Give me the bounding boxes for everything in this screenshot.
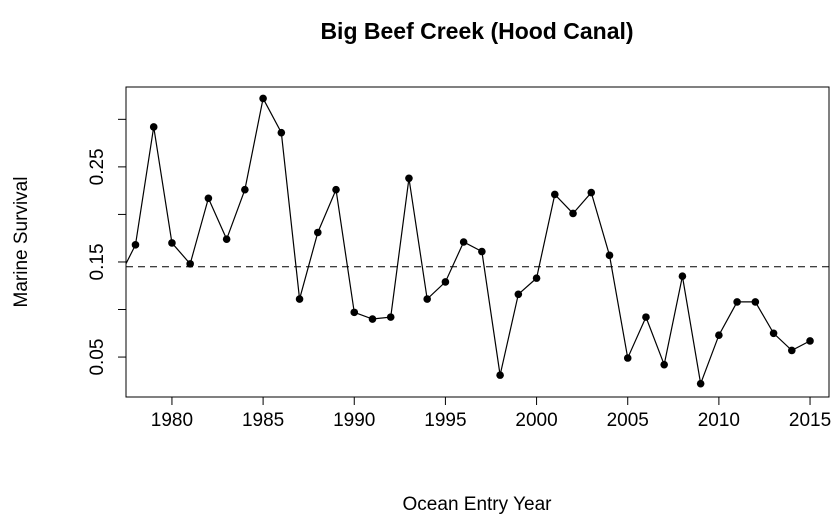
data-point <box>368 315 377 323</box>
data-point <box>222 235 231 243</box>
data-point <box>751 298 760 306</box>
plot-area <box>113 94 814 388</box>
chart-title: Big Beef Creek (Hood Canal) <box>320 18 633 44</box>
data-point <box>113 277 121 285</box>
data-point <box>569 209 577 218</box>
y-tick-label: 0.05 <box>87 339 108 376</box>
data-point <box>332 185 340 194</box>
data-point <box>259 94 267 103</box>
data-point <box>788 346 796 355</box>
data-point <box>551 190 559 199</box>
data-point <box>241 185 249 194</box>
x-tick-label: 1995 <box>424 410 466 431</box>
x-tick-label: 1980 <box>151 410 193 431</box>
data-point <box>514 290 523 299</box>
data-point <box>313 228 322 237</box>
data-point <box>277 128 286 137</box>
data-point <box>623 354 632 362</box>
data-point <box>733 298 741 306</box>
x-tick-label: 1985 <box>242 410 284 431</box>
data-point <box>696 379 705 388</box>
data-point <box>441 278 450 286</box>
data-point <box>642 313 650 321</box>
data-point <box>715 331 723 339</box>
data-point <box>459 238 468 246</box>
data-point <box>168 239 176 247</box>
x-tick-label: 2010 <box>698 410 740 431</box>
data-point <box>660 360 668 369</box>
data-point <box>386 313 395 321</box>
data-point <box>149 123 158 131</box>
data-point <box>204 194 213 203</box>
data-point <box>186 260 194 268</box>
data-point <box>678 272 687 281</box>
x-tick-label: 2005 <box>607 410 649 431</box>
data-point <box>587 188 596 197</box>
x-tick-label: 1990 <box>333 410 375 431</box>
x-axis-label: Ocean Entry Year <box>403 494 553 515</box>
data-point <box>769 329 778 338</box>
data-point <box>131 241 140 249</box>
y-axis-label: Marine Survival <box>11 177 32 308</box>
data-point <box>532 274 541 282</box>
plot-frame <box>125 86 830 398</box>
data-point <box>605 251 614 260</box>
data-point <box>496 371 504 379</box>
data-point <box>423 295 431 303</box>
data-point <box>806 337 814 345</box>
data-point <box>478 247 486 256</box>
y-tick-label: 0.25 <box>87 148 108 185</box>
data-point <box>350 308 359 317</box>
y-tick-label: 0.15 <box>87 243 108 280</box>
x-tick-label: 2000 <box>515 410 557 431</box>
x-tick-label: 2015 <box>789 410 831 431</box>
data-point <box>295 295 304 303</box>
data-point <box>405 174 413 183</box>
